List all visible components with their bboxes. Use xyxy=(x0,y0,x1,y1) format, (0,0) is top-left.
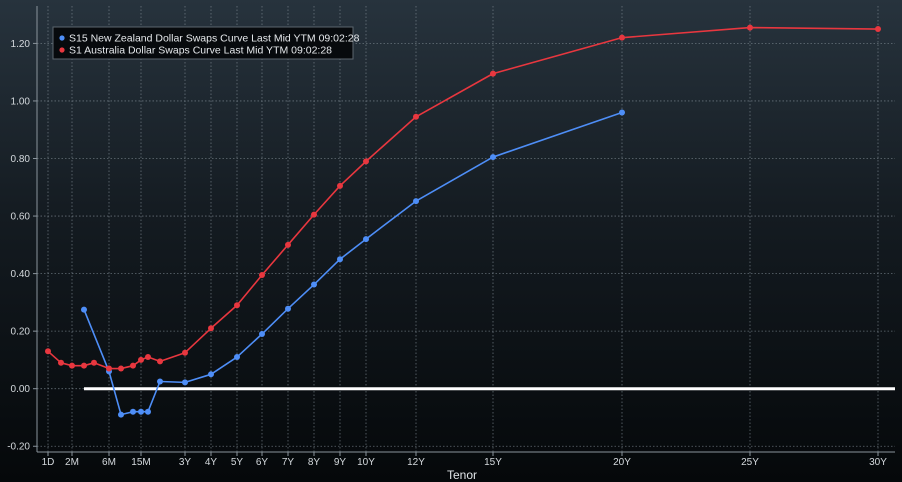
data-point xyxy=(259,272,265,279)
x-tick-label: 25Y xyxy=(741,457,759,468)
data-point xyxy=(91,359,97,366)
y-tick-label: 1.00 xyxy=(11,96,31,107)
data-point xyxy=(138,408,144,415)
data-point xyxy=(69,362,75,369)
data-point xyxy=(138,356,144,363)
x-tick-label: 8Y xyxy=(308,457,321,468)
data-point xyxy=(58,359,64,366)
legend: S15 New Zealand Dollar Swaps Curve Last … xyxy=(52,26,360,60)
data-point xyxy=(311,211,317,218)
y-tick-label: -0.20 xyxy=(7,442,30,453)
data-point xyxy=(208,325,214,332)
y-tick-label: 0.00 xyxy=(11,384,31,395)
x-tick-label: 20Y xyxy=(613,457,631,468)
x-tick-label: 3Y xyxy=(179,457,192,468)
legend-entry-label: S15 New Zealand Dollar Swaps Curve Last … xyxy=(69,33,360,45)
data-point xyxy=(413,113,419,120)
y-tick-label: 0.40 xyxy=(11,269,31,280)
data-point xyxy=(45,348,51,355)
x-axis-ticks: 1D 2M 6M 15M 3Y 4Y 5Y 6Y 7Y 8Y 9Y 10Y 12Y 15Y 20Y 25Y 30… xyxy=(42,452,887,468)
data-point xyxy=(747,24,753,31)
y-tick-label: 0.20 xyxy=(11,327,31,338)
data-point xyxy=(285,305,291,312)
data-point xyxy=(285,241,291,248)
data-point xyxy=(311,281,317,288)
data-point xyxy=(363,236,369,243)
data-point xyxy=(234,354,240,361)
legend-entry-label: S1 Australia Dollar Swaps Curve Last Mid… xyxy=(69,45,332,57)
data-point xyxy=(619,109,625,116)
x-tick-label: 9Y xyxy=(334,457,347,468)
data-point xyxy=(619,34,625,41)
legend-marker xyxy=(59,47,65,53)
y-tick-label: 0.60 xyxy=(11,212,31,223)
x-tick-label: 10Y xyxy=(357,457,375,468)
series-line-2 xyxy=(47,26,879,370)
data-point xyxy=(182,349,188,356)
data-point xyxy=(337,182,343,189)
data-point xyxy=(208,371,214,378)
data-point xyxy=(259,331,265,338)
x-axis-title: Tenor xyxy=(447,468,477,482)
data-point xyxy=(81,362,87,369)
x-tick-label: 4Y xyxy=(205,457,218,468)
data-point xyxy=(875,26,881,33)
data-point xyxy=(234,302,240,309)
data-point xyxy=(157,378,163,385)
y-axis-ticks: -0.20 0.00 0.20 0.40 0.60 0.80 1.00 1.20 xyxy=(7,39,37,453)
x-tick-label: 15Y xyxy=(484,457,502,468)
x-tick-label: 1D xyxy=(42,457,55,468)
data-point xyxy=(490,70,496,77)
data-point xyxy=(118,365,124,372)
data-point xyxy=(413,198,419,205)
data-point xyxy=(490,154,496,161)
gridlines xyxy=(37,6,895,452)
data-point xyxy=(337,256,343,263)
data-point xyxy=(81,306,87,313)
x-tick-label: 30Y xyxy=(869,457,887,468)
axes xyxy=(36,6,895,453)
data-point xyxy=(182,379,188,386)
data-point xyxy=(157,358,163,365)
data-point xyxy=(363,158,369,165)
data-point xyxy=(130,408,136,415)
data-point xyxy=(130,362,136,369)
data-point xyxy=(106,365,112,372)
x-tick-label: 6M xyxy=(102,457,116,468)
y-tick-label: 1.20 xyxy=(11,39,31,50)
data-point xyxy=(145,354,151,361)
data-point xyxy=(145,408,151,415)
x-tick-label: 12Y xyxy=(407,457,425,468)
data-point xyxy=(118,411,124,418)
series xyxy=(45,24,895,418)
legend-marker xyxy=(59,35,65,41)
x-tick-label: 5Y xyxy=(231,457,244,468)
y-tick-label: 0.80 xyxy=(11,154,31,165)
x-tick-label: 7Y xyxy=(282,457,295,468)
x-tick-label: 15M xyxy=(131,457,150,468)
legend-box xyxy=(52,26,354,60)
series-line-1 xyxy=(83,111,623,416)
x-tick-label: 2M xyxy=(65,457,79,468)
x-tick-label: 6Y xyxy=(256,457,269,468)
